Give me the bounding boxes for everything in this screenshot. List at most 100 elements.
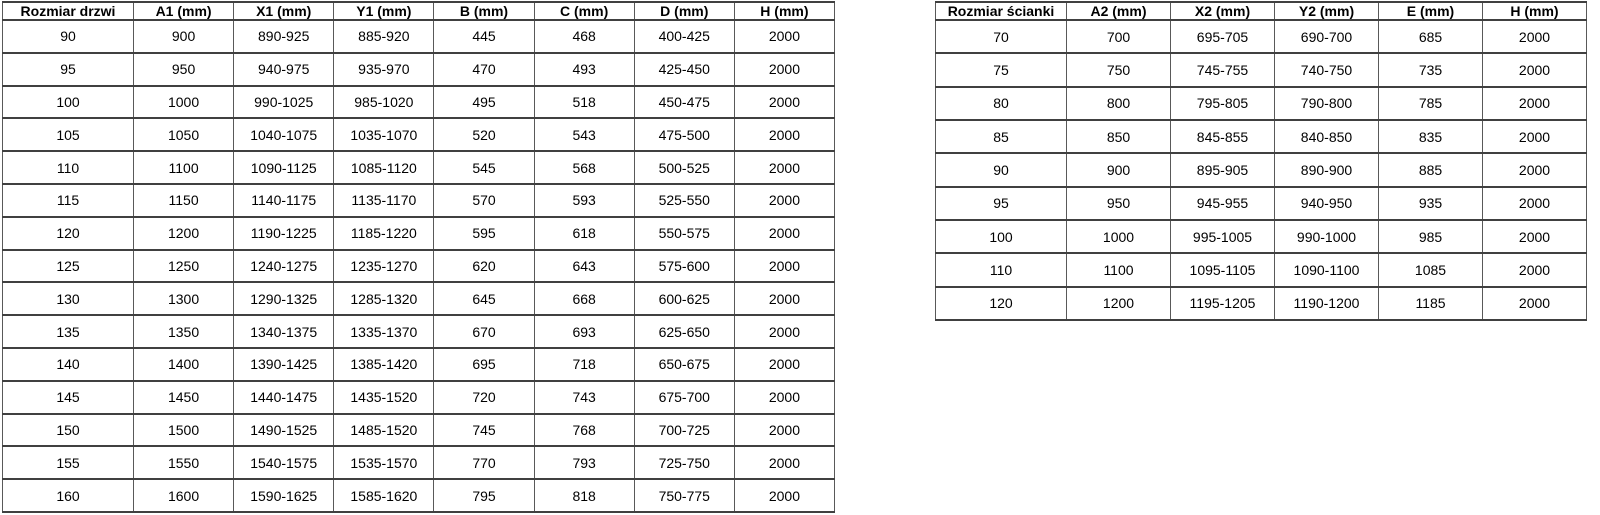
table-cell: 818 bbox=[533, 478, 635, 513]
table-cell: 793 bbox=[533, 445, 635, 481]
table-cell: 105 bbox=[2, 117, 134, 153]
table-cell: 1040-1075 bbox=[233, 117, 335, 153]
table-cell: 140 bbox=[2, 346, 134, 382]
table-cell: 2000 bbox=[1482, 118, 1587, 155]
table-cell: 740-750 bbox=[1274, 52, 1379, 88]
table-cell: 1085 bbox=[1378, 252, 1483, 288]
table-cell: 543 bbox=[533, 117, 635, 153]
table-cell: 1095-1105 bbox=[1170, 252, 1275, 288]
table-row: 95 950 945-955 940-950 935 2000 bbox=[935, 185, 1587, 221]
table-cell: 950 bbox=[132, 51, 235, 87]
table-cell: 1400 bbox=[132, 346, 235, 382]
table-cell: 2000 bbox=[1482, 252, 1587, 288]
column-header: X1 (mm) bbox=[233, 1, 335, 21]
table-cell: 1190-1200 bbox=[1274, 285, 1379, 322]
table-cell: 150 bbox=[2, 412, 134, 448]
column-header: A2 (mm) bbox=[1066, 1, 1171, 21]
table-cell: 2000 bbox=[1482, 285, 1587, 322]
table-cell: 1585-1620 bbox=[333, 478, 435, 513]
table-cell: 668 bbox=[533, 281, 635, 317]
table-cell: 1590-1625 bbox=[233, 478, 335, 513]
table-cell: 795-805 bbox=[1170, 85, 1275, 121]
column-header: E (mm) bbox=[1378, 1, 1483, 21]
table-cell: 700 bbox=[1066, 18, 1171, 55]
table-row: 100 1000 995-1005 990-1000 985 2000 bbox=[935, 218, 1587, 255]
table-cell: 940-950 bbox=[1274, 185, 1379, 221]
table-cell: 110 bbox=[935, 252, 1067, 288]
table-cell: 1195-1205 bbox=[1170, 285, 1275, 322]
table-cell: 2000 bbox=[733, 412, 836, 448]
table-cell: 550-575 bbox=[633, 215, 735, 251]
table-cell: 790-800 bbox=[1274, 85, 1379, 121]
table-row: 160 1600 1590-1625 1585-1620 795 818 750-775 20… bbox=[2, 478, 836, 513]
table-cell: 1390-1425 bbox=[233, 346, 335, 382]
column-header: X2 (mm) bbox=[1170, 1, 1275, 21]
table-cell: 155 bbox=[2, 445, 134, 481]
table-cell: 2000 bbox=[1482, 152, 1587, 188]
table-cell: 1440-1475 bbox=[233, 379, 335, 415]
table-cell: 500-525 bbox=[633, 150, 735, 185]
table-row: 140 1400 1390-1425 1385-1420 695 718 650-675 20… bbox=[2, 346, 836, 382]
table-cell: 895-905 bbox=[1170, 152, 1275, 188]
table-cell: 525-550 bbox=[633, 182, 735, 218]
table-cell: 520 bbox=[433, 117, 535, 153]
table-row: 100 1000 990-1025 985-1020 495 518 450-475 2000 bbox=[2, 84, 836, 120]
table-row: 80 800 795-805 790-800 785 2000 bbox=[935, 85, 1587, 121]
table-cell: 700-725 bbox=[633, 412, 735, 448]
table-cell: 735 bbox=[1378, 52, 1483, 88]
table-cell: 720 bbox=[433, 379, 535, 415]
table-cell: 120 bbox=[935, 285, 1067, 322]
table-cell: 795 bbox=[433, 478, 535, 513]
table-cell: 745-755 bbox=[1170, 52, 1275, 88]
table-cell: 445 bbox=[433, 19, 535, 54]
table-cell: 800 bbox=[1066, 85, 1171, 121]
table-cell: 718 bbox=[533, 346, 635, 382]
table-cell: 1350 bbox=[132, 314, 235, 349]
table-cell: 885-920 bbox=[333, 19, 435, 54]
table-cell: 400-425 bbox=[633, 19, 735, 54]
table-row: 70 700 695-705 690-700 685 2000 bbox=[935, 18, 1587, 55]
column-header: D (mm) bbox=[633, 1, 735, 21]
table-cell: 493 bbox=[533, 51, 635, 87]
table-cell: 1035-1070 bbox=[333, 117, 435, 153]
table-cell: 468 bbox=[533, 19, 635, 54]
table-cell: 575-600 bbox=[633, 248, 735, 284]
column-header: C (mm) bbox=[533, 1, 635, 21]
table-cell: 620 bbox=[433, 248, 535, 284]
table-cell: 425-450 bbox=[633, 51, 735, 87]
table-cell: 100 bbox=[2, 84, 134, 120]
table-cell: 100 bbox=[935, 218, 1067, 255]
table-cell: 595 bbox=[433, 215, 535, 251]
table-cell: 1000 bbox=[1066, 218, 1171, 255]
table-cell: 693 bbox=[533, 314, 635, 349]
table-cell: 768 bbox=[533, 412, 635, 448]
table-cell: 695 bbox=[433, 346, 535, 382]
table-cell: 2000 bbox=[733, 346, 836, 382]
table-cell: 995-1005 bbox=[1170, 218, 1275, 255]
table-cell: 890-900 bbox=[1274, 152, 1379, 188]
table-cell: 935-970 bbox=[333, 51, 435, 87]
table-cell: 985-1020 bbox=[333, 84, 435, 120]
table-cell: 95 bbox=[935, 185, 1067, 221]
table-cell: 2000 bbox=[733, 314, 836, 349]
table-row: 155 1550 1540-1575 1535-1570 770 793 725-750 20… bbox=[2, 445, 836, 481]
table-row: 125 1250 1240-1275 1235-1270 620 643 575-600 20… bbox=[2, 248, 836, 284]
table-cell: 2000 bbox=[733, 84, 836, 120]
table-cell: 745 bbox=[433, 412, 535, 448]
table-cell: 1300 bbox=[132, 281, 235, 317]
table-row: 130 1300 1290-1325 1285-1320 645 668 600-625 20… bbox=[2, 281, 836, 317]
table-cell: 1000 bbox=[132, 84, 235, 120]
table-row: 120 1200 1195-1205 1190-1200 1185 2000 bbox=[935, 285, 1587, 322]
table-cell: 685 bbox=[1378, 18, 1483, 55]
table-row: 90 900 895-905 890-900 885 2000 bbox=[935, 152, 1587, 188]
table-cell: 1490-1525 bbox=[233, 412, 335, 448]
table-cell: 750-775 bbox=[633, 478, 735, 513]
table-cell: 90 bbox=[2, 19, 134, 54]
table-cell: 600-625 bbox=[633, 281, 735, 317]
table-cell: 130 bbox=[2, 281, 134, 317]
table-cell: 1285-1320 bbox=[333, 281, 435, 317]
table-cell: 2000 bbox=[733, 117, 836, 153]
column-header: H (mm) bbox=[733, 1, 836, 21]
table-cell: 518 bbox=[533, 84, 635, 120]
table-cell: 115 bbox=[2, 182, 134, 218]
